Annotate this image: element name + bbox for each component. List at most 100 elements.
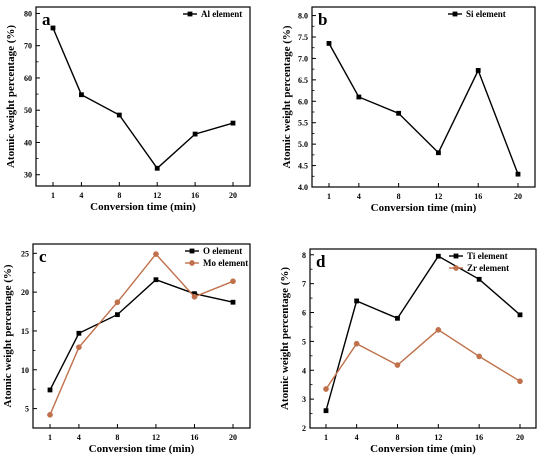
data-point: [192, 131, 198, 137]
x-tick-label: 1: [324, 433, 328, 442]
x-tick-label: 20: [229, 433, 237, 442]
series-line: [325, 255, 521, 411]
y-axis-title: Atomic weight percentage (%): [279, 267, 291, 410]
data-point: [323, 386, 329, 392]
series-line: [49, 253, 234, 416]
x-tick-label: 20: [516, 433, 524, 442]
y-tick-label: 5.0: [298, 140, 308, 149]
y-tick-label: 80: [24, 9, 32, 18]
y-axis-title: Atomic weight percentage (%): [2, 264, 14, 407]
legend-marker: [189, 260, 195, 266]
data-point: [230, 299, 236, 305]
legend-marker: [187, 11, 193, 17]
legend-marker: [453, 265, 459, 271]
x-tick-label: 4: [79, 191, 83, 200]
y-tick-label: 6: [302, 309, 306, 318]
y-tick-label: 5: [302, 337, 306, 346]
x-tick-label: 16: [475, 433, 483, 442]
x-tick-label: 16: [191, 191, 199, 200]
y-tick-label: 7: [302, 280, 306, 289]
data-point: [394, 362, 401, 368]
data-point: [153, 251, 159, 257]
y-tick-label: 7.5: [298, 33, 308, 42]
data-point: [353, 340, 360, 347]
data-point: [192, 291, 197, 297]
x-tick-label: 20: [514, 192, 522, 201]
plot-frame: [311, 6, 536, 188]
data-point: [114, 299, 121, 306]
series-line: [49, 278, 234, 391]
y-tick-label: 20: [21, 288, 29, 297]
legend: O element Mo element: [185, 246, 248, 268]
data-point: [476, 276, 482, 282]
y-tick-label: 50: [24, 106, 32, 115]
data-point: [326, 41, 332, 46]
series-o-element: [47, 277, 236, 393]
series-ti-element: [323, 253, 523, 414]
legend: Ti element Zr element: [449, 251, 509, 273]
plot-frame: [309, 248, 537, 429]
plot-frame: [32, 243, 251, 429]
data-point: [191, 293, 198, 300]
data-point: [435, 253, 441, 259]
data-point: [515, 171, 521, 177]
data-point: [230, 278, 236, 285]
series-line: [52, 27, 234, 170]
data-point: [436, 150, 441, 156]
legend: Al element: [183, 9, 242, 19]
y-tick-label: 5.5: [298, 119, 308, 128]
chart-panel-c: c 1 4 8 12 16 20 5 10 15 20 25 Conversion time (min)…: [2, 243, 251, 455]
legend: Si element: [448, 9, 506, 19]
y-tick-label: 10: [21, 366, 29, 375]
x-tick-label: 12: [152, 433, 160, 442]
y-tick-label: 6.0: [298, 97, 308, 106]
x-tick-label: 4: [357, 192, 361, 201]
x-axis-title: Conversion time (min): [371, 202, 477, 214]
panel-letter: c: [39, 247, 47, 266]
x-tick-label: 8: [115, 433, 119, 442]
series-line: [328, 43, 519, 175]
y-axis-title: Atomic weight percentage (%): [5, 25, 17, 168]
x-tick-label: 4: [77, 433, 81, 442]
x-tick-label: 8: [117, 191, 121, 200]
data-point: [47, 411, 53, 418]
data-point: [116, 112, 122, 118]
legend-label: Si element: [466, 9, 506, 19]
data-point: [154, 165, 160, 171]
chart-panel-b: b 1 4 8 12 16 20 4.0 4.5 5.0 5.5 6.0 6.5 7.0 7.5 8.0 Con…: [281, 6, 536, 214]
legend-marker: [452, 11, 458, 17]
x-tick-label: 12: [434, 433, 442, 442]
y-tick-label: 25: [21, 249, 29, 258]
legend-label: Zr element: [467, 263, 509, 273]
y-tick-label: 15: [21, 327, 29, 336]
data-point: [354, 298, 360, 304]
series-mo-element: [47, 251, 236, 418]
data-point: [76, 344, 82, 351]
legend-label: Al element: [201, 9, 242, 19]
legend-label: Ti element: [467, 251, 508, 261]
legend-label: Mo element: [203, 258, 248, 268]
data-point: [76, 330, 82, 336]
data-point: [396, 110, 402, 116]
data-point: [395, 315, 400, 321]
y-tick-label: 2: [302, 424, 306, 433]
x-tick-label: 12: [434, 192, 442, 201]
y-tick-label: 4.5: [298, 162, 308, 171]
y-tick-label: 8: [302, 251, 306, 260]
data-point: [115, 312, 120, 318]
data-point: [517, 378, 523, 385]
x-tick-label: 1: [327, 192, 331, 201]
x-tick-label: 20: [229, 191, 237, 200]
data-point: [47, 387, 53, 393]
y-tick-label: 40: [24, 138, 32, 147]
y-tick-label: 4: [302, 366, 306, 375]
x-tick-label: 16: [474, 192, 482, 201]
data-point: [356, 94, 362, 100]
x-axis-title: Conversion time (min): [370, 443, 476, 455]
data-point: [435, 326, 442, 333]
series-zr-element: [323, 326, 523, 392]
x-tick-label: 8: [397, 192, 401, 201]
y-tick-label: 70: [24, 42, 32, 51]
